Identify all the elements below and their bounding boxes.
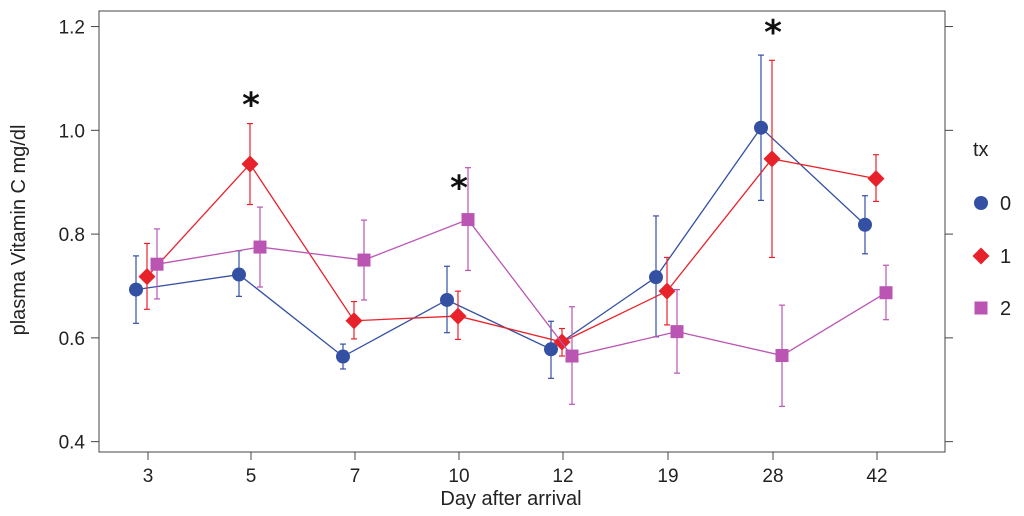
- data-point-series-2: [253, 240, 267, 254]
- data-point-series-2: [565, 349, 579, 363]
- data-point-series-0: [129, 282, 143, 297]
- y-tick-label: 0.4: [59, 433, 86, 454]
- plot-frame: [98, 10, 946, 453]
- data-point-series-0: [754, 120, 768, 135]
- x-tick-label: 19: [657, 466, 678, 487]
- legend-marker-series-0: [974, 196, 988, 210]
- data-point-series-2: [461, 213, 475, 227]
- x-tick-label: 3: [143, 466, 154, 487]
- x-tick-label: 5: [246, 466, 257, 487]
- legend-label-series-2: 2: [1000, 298, 1011, 320]
- y-axis-title: plasma Vitamin C mg/dl: [8, 125, 30, 336]
- x-tick-label: 42: [866, 466, 887, 487]
- legend-marker-series-2: [974, 301, 988, 315]
- data-point-series-2: [357, 253, 371, 267]
- x-tick-label: 12: [552, 466, 573, 487]
- legend-marker-series-1: [972, 247, 990, 265]
- data-point-series-0: [232, 267, 246, 282]
- data-point-series-2: [150, 257, 164, 271]
- legend-label-series-1: 1: [1000, 246, 1011, 268]
- series-line-0: [135, 126, 866, 358]
- significance-marker: *: [764, 13, 782, 53]
- series-line-2: [156, 218, 887, 357]
- data-point-series-1: [241, 155, 259, 173]
- data-point-series-1: [138, 268, 156, 286]
- data-point-series-1: [658, 282, 676, 300]
- y-tick-label: 1.2: [59, 18, 85, 39]
- data-point-series-0: [440, 292, 454, 307]
- data-point-series-0: [649, 270, 663, 285]
- x-axis-title: Day after arrival: [440, 488, 581, 510]
- data-point-series-0: [544, 342, 558, 357]
- y-tick-label: 1.0: [59, 121, 85, 142]
- x-tick-label: 10: [448, 466, 469, 487]
- y-tick-label: 0.8: [59, 225, 85, 246]
- x-tick-label: 28: [762, 466, 783, 487]
- significance-marker: *: [242, 85, 260, 125]
- data-point-series-1: [449, 307, 467, 325]
- legend-title: tx: [973, 139, 989, 161]
- data-point-series-0: [336, 349, 350, 364]
- data-point-series-2: [670, 325, 684, 339]
- data-point-series-1: [345, 312, 363, 330]
- data-point-series-0: [858, 217, 872, 232]
- data-point-series-1: [867, 170, 885, 188]
- legend-label-series-0: 0: [1000, 193, 1011, 215]
- y-tick-label: 0.6: [59, 329, 85, 350]
- data-point-series-1: [763, 150, 781, 168]
- x-tick-label: 7: [350, 466, 361, 487]
- data-point-series-2: [879, 286, 893, 300]
- significance-marker: *: [450, 168, 468, 208]
- data-point-series-2: [775, 348, 789, 362]
- series-line-1: [146, 158, 877, 343]
